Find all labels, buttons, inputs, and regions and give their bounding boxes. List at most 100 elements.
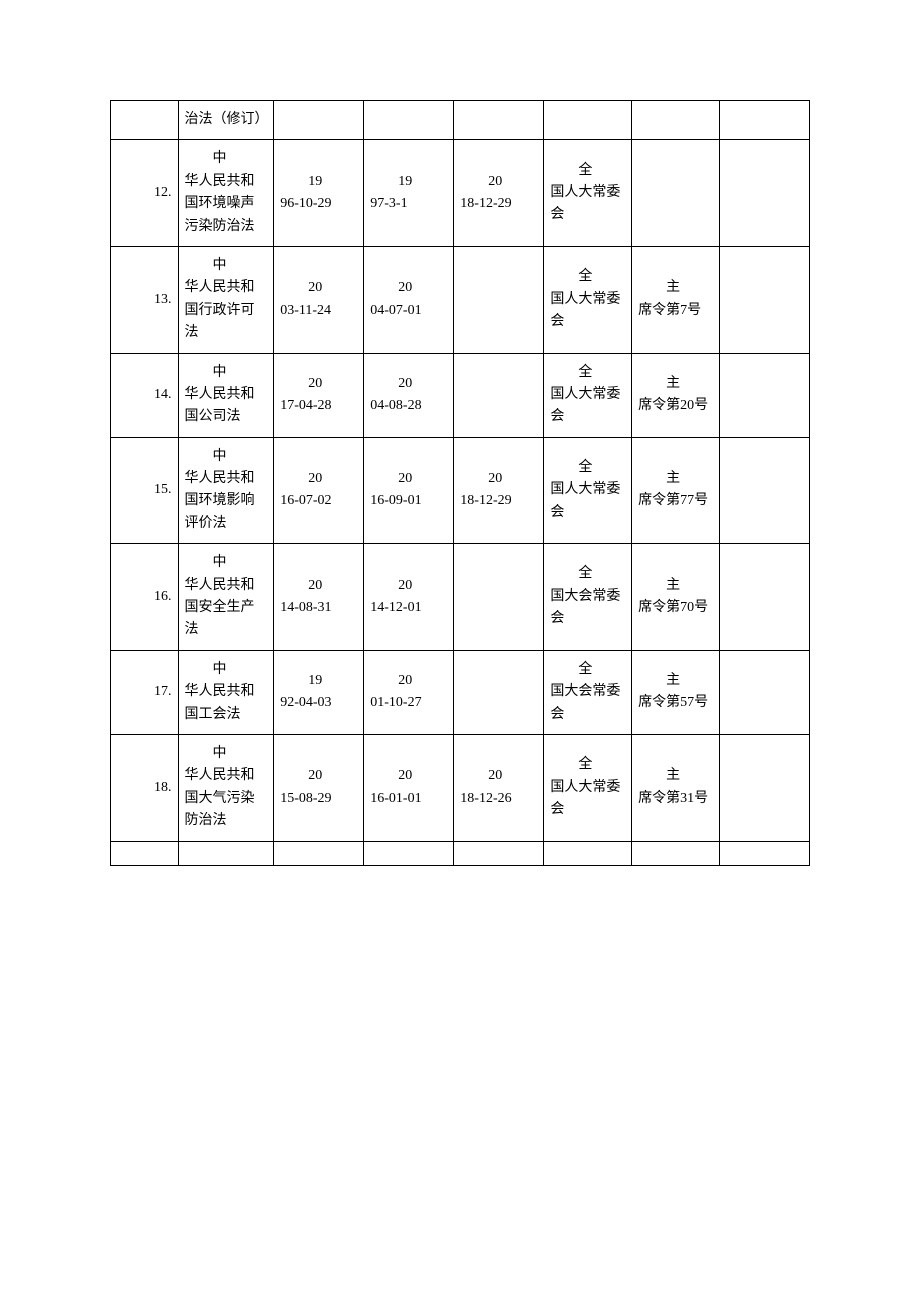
date2-rest: 01-10-27 bbox=[370, 695, 421, 710]
agency-rest: 国人大常委会 bbox=[550, 292, 620, 329]
name-first-line: 中 bbox=[185, 659, 268, 681]
agency-first-line: 全 bbox=[550, 754, 625, 776]
date1-rest: 15-08-29 bbox=[280, 791, 331, 806]
agency-first-line: 全 bbox=[550, 362, 625, 384]
decree-rest: 席令第57号 bbox=[638, 695, 708, 710]
cell-date3 bbox=[454, 246, 544, 353]
agency-first-line: 全 bbox=[550, 563, 625, 585]
cell-date2: 2004-07-01 bbox=[364, 246, 454, 353]
date3-first-line: 20 bbox=[460, 765, 537, 787]
table-row: 13. 中华人民共和国行政许可法 20 03-11-24 2004-07-01 全… bbox=[111, 246, 810, 353]
cell-name: 中华人民共和国工会法 bbox=[178, 650, 274, 734]
agency-first-line: 全 bbox=[550, 160, 625, 182]
table-row: 15. 中华人民共和国环境影响评价法 2016-07-02 2016-09-01… bbox=[111, 437, 810, 544]
date2-first-line: 20 bbox=[370, 277, 447, 299]
date2-first-line: 20 bbox=[370, 670, 447, 692]
date3-rest: 18-12-29 bbox=[460, 196, 511, 211]
table-row: 14. 中华人民共和国公司法 2017-04-28 2004-08-28 全国人… bbox=[111, 353, 810, 437]
cell-name: 中华人民共和国环境影响评价法 bbox=[178, 437, 274, 544]
table-row: 12. 中华人民共和国环境噪声污染防治法 19 96-10-29 1997-3-1… bbox=[111, 140, 810, 247]
decree-rest: 席令第7号 bbox=[638, 303, 701, 318]
cell-date1: 19 92-04-03 bbox=[274, 650, 364, 734]
cell-decree: 主席令第77号 bbox=[632, 437, 720, 544]
cell-decree: 主席令第20号 bbox=[632, 353, 720, 437]
cell-date1: 2014-08-31 bbox=[274, 544, 364, 651]
cell-date2: 1997-3-1 bbox=[364, 140, 454, 247]
cell-name: 中华人民共和国环境噪声污染防治法 bbox=[178, 140, 274, 247]
name-rest: 华人民共和国安全生产法 bbox=[185, 578, 255, 638]
name-first-line: 中 bbox=[185, 362, 268, 384]
cell-decree: 主席令第57号 bbox=[632, 650, 720, 734]
cell-agency: 全国人大常委会 bbox=[544, 353, 632, 437]
decree-first-line: 主 bbox=[638, 670, 713, 692]
cell-index: 16. bbox=[111, 544, 179, 651]
decree-rest: 席令第70号 bbox=[638, 600, 708, 615]
decree-first-line: 主 bbox=[638, 468, 713, 490]
agency-first-line: 全 bbox=[550, 659, 625, 681]
name-first-line: 中 bbox=[185, 446, 268, 468]
cell-agency bbox=[544, 101, 632, 140]
date1-rest: 16-07-02 bbox=[280, 493, 331, 508]
cell-date1: 20 16-07-02 bbox=[274, 437, 364, 544]
cell-empty bbox=[719, 246, 809, 353]
cell-index bbox=[111, 841, 179, 865]
date1-rest: 14-08-31 bbox=[280, 600, 331, 615]
table-body: 治法（修订） 12. 中华人民共和国环境噪声污染防治法 1996-10-29 1… bbox=[111, 101, 810, 866]
cell-index: 12. bbox=[111, 140, 179, 247]
cell-agency: 全国大会常委会 bbox=[544, 544, 632, 651]
cell-date2: 20 01-10-27 bbox=[364, 650, 454, 734]
cell-date1: 19 96-10-29 bbox=[274, 140, 364, 247]
date1-first-line: 19 bbox=[280, 670, 357, 692]
name-rest: 华人民共和国环境噪声污染防治法 bbox=[185, 174, 255, 234]
cell-empty bbox=[719, 101, 809, 140]
cell-empty bbox=[719, 734, 809, 841]
cell-date3 bbox=[454, 650, 544, 734]
date1-first-line: 20 bbox=[280, 468, 357, 490]
date1-first-line: 19 bbox=[280, 171, 357, 193]
name-rest: 华人民共和国行政许可法 bbox=[185, 280, 255, 340]
table-row: 18. 中华人民共和国大气污染防治法 2015-08-29 2016-01-01… bbox=[111, 734, 810, 841]
cell-date2: 2014-12-01 bbox=[364, 544, 454, 651]
cell-date2 bbox=[364, 841, 454, 865]
date3-rest: 18-12-26 bbox=[460, 791, 511, 806]
cell-agency: 全国人大常委会 bbox=[544, 437, 632, 544]
regulations-table: 治法（修订） 12. 中华人民共和国环境噪声污染防治法 1996-10-29 1… bbox=[110, 100, 810, 866]
cell-date1 bbox=[274, 841, 364, 865]
cell-date1: 20 15-08-29 bbox=[274, 734, 364, 841]
cell-index: 14. bbox=[111, 353, 179, 437]
date2-first-line: 20 bbox=[370, 468, 447, 490]
cell-date3 bbox=[454, 544, 544, 651]
agency-rest: 国人大常委会 bbox=[550, 387, 620, 424]
date1-rest: 92-04-03 bbox=[280, 695, 331, 710]
name-rest: 华人民共和国大气污染防治法 bbox=[185, 768, 255, 828]
name-first-line: 中 bbox=[185, 255, 268, 277]
cell-date2 bbox=[364, 101, 454, 140]
agency-first-line: 全 bbox=[550, 266, 625, 288]
cell-decree bbox=[632, 101, 720, 140]
cell-name: 中华人民共和国安全生产法 bbox=[178, 544, 274, 651]
cell-name bbox=[178, 841, 274, 865]
cell-date3: 20 18-12-26 bbox=[454, 734, 544, 841]
cell-decree bbox=[632, 841, 720, 865]
cell-date3 bbox=[454, 101, 544, 140]
date1-rest: 03-11-24 bbox=[280, 303, 331, 318]
cell-empty bbox=[719, 841, 809, 865]
date1-rest: 96-10-29 bbox=[280, 196, 331, 211]
cell-agency bbox=[544, 841, 632, 865]
agency-rest: 国人大常委会 bbox=[550, 780, 620, 817]
cell-agency: 全国人大常委会 bbox=[544, 140, 632, 247]
cell-empty bbox=[719, 544, 809, 651]
decree-first-line: 主 bbox=[638, 373, 713, 395]
date3-first-line: 20 bbox=[460, 171, 537, 193]
date1-first-line: 20 bbox=[280, 765, 357, 787]
date1-first-line: 20 bbox=[280, 373, 357, 395]
decree-rest: 席令第77号 bbox=[638, 493, 708, 508]
cell-index: 17. bbox=[111, 650, 179, 734]
agency-first-line: 全 bbox=[550, 457, 625, 479]
decree-first-line: 主 bbox=[638, 765, 713, 787]
cell-name: 中华人民共和国大气污染防治法 bbox=[178, 734, 274, 841]
cell-index: 13. bbox=[111, 246, 179, 353]
cell-agency: 全国大会常委会 bbox=[544, 650, 632, 734]
cell-date1 bbox=[274, 101, 364, 140]
cell-date2: 2004-08-28 bbox=[364, 353, 454, 437]
